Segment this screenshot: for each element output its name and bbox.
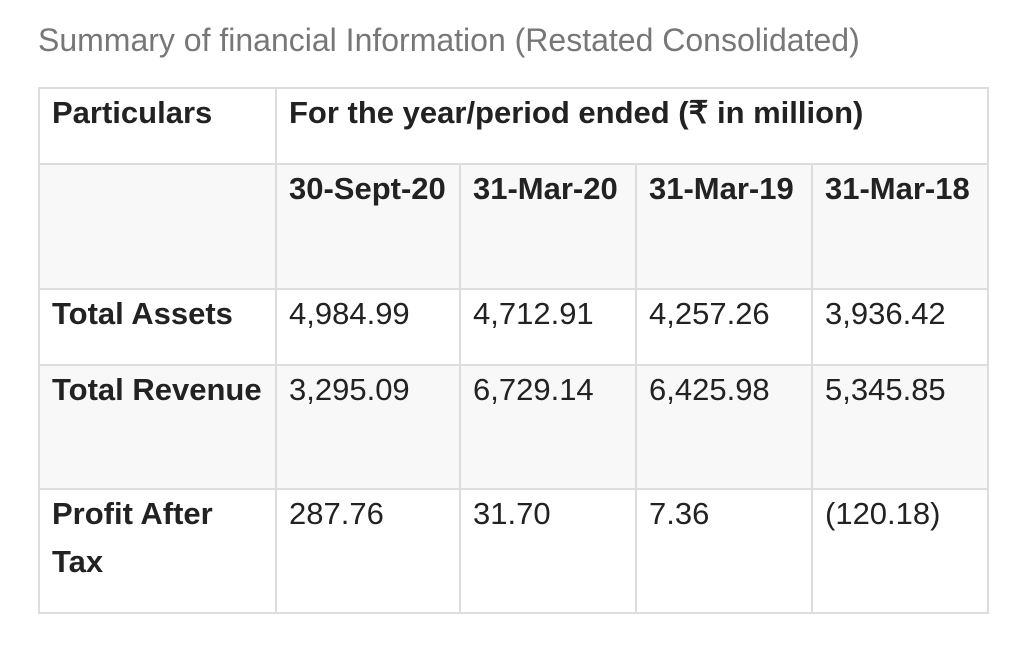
period-header: For the year/period ended (₹ in million): [274, 87, 990, 165]
period-date-cell: 31-Mar-20: [459, 163, 637, 290]
particulars-header: Particulars: [38, 87, 277, 165]
row-label: Profit After Tax: [38, 488, 277, 614]
table-row-total-revenue: Total Revenue 3,295.09 6,729.14 6,425.98…: [38, 364, 990, 490]
value-cell: (120.18): [810, 488, 990, 614]
table-header-row: Particulars For the year/period ended (₹…: [38, 87, 990, 165]
value-cell: 31.70: [459, 488, 637, 614]
row-label: Total Assets: [38, 288, 277, 366]
value-cell: 7.36: [635, 488, 813, 614]
table-row-total-assets: Total Assets 4,984.99 4,712.91 4,257.26 …: [38, 288, 990, 366]
value-cell: 6,425.98: [635, 364, 813, 490]
value-cell: 4,712.91: [459, 288, 637, 366]
value-cell: 3,295.09: [275, 364, 461, 490]
period-dates-row: 30-Sept-20 31-Mar-20 31-Mar-19 31-Mar-18: [38, 163, 990, 290]
value-cell: 287.76: [275, 488, 461, 614]
value-cell: 4,257.26: [635, 288, 813, 366]
value-cell: 4,984.99: [275, 288, 461, 366]
table-caption: Summary of financial Information (Restat…: [38, 22, 860, 58]
financial-summary-table: Particulars For the year/period ended (₹…: [38, 87, 990, 614]
value-cell: 3,936.42: [810, 288, 990, 366]
value-cell: 6,729.14: [459, 364, 637, 490]
period-date-cell: 30-Sept-20: [275, 163, 461, 290]
period-date-cell: 31-Mar-18: [810, 163, 990, 290]
value-cell: 5,345.85: [810, 364, 990, 490]
period-date-cell: 31-Mar-19: [635, 163, 813, 290]
empty-header-cell: [38, 163, 277, 290]
row-label: Total Revenue: [38, 364, 277, 490]
table-row-profit-after-tax: Profit After Tax 287.76 31.70 7.36 (120.…: [38, 488, 990, 614]
